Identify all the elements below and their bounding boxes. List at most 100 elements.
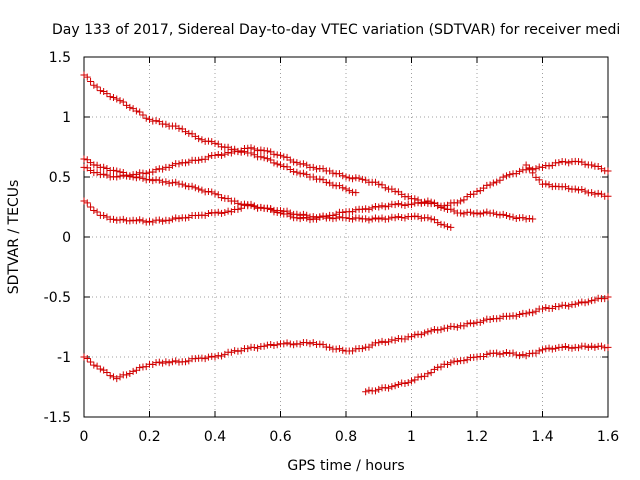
data-point <box>358 345 366 353</box>
data-point-trail <box>430 325 438 333</box>
data-point <box>309 163 317 171</box>
data-point-trail <box>231 347 239 355</box>
data-point <box>211 139 219 147</box>
data-point <box>358 175 366 183</box>
data-point-trail <box>561 301 569 309</box>
data-point <box>277 151 284 159</box>
data-point-trail <box>437 204 445 212</box>
data-point-trail <box>103 171 111 179</box>
data-point <box>293 168 301 176</box>
data-point-trail <box>476 210 484 218</box>
data-point-trail <box>561 342 569 350</box>
data-point-trail <box>584 298 592 306</box>
data-point-trail <box>388 383 396 391</box>
data-point-trail <box>421 198 429 206</box>
data-point <box>80 353 88 361</box>
data-point-trail <box>254 147 262 155</box>
data-point-trail <box>299 160 307 168</box>
data-point <box>293 159 301 167</box>
data-point <box>146 115 153 123</box>
data-point-trail <box>411 331 419 339</box>
data-point-trail <box>159 217 167 225</box>
data-point-trail <box>316 213 324 221</box>
data-point-trail <box>208 352 216 360</box>
data-point-trail <box>381 384 389 392</box>
data-point-trail <box>165 359 173 367</box>
data-point-trail <box>404 379 412 387</box>
data-point <box>129 216 137 224</box>
data-point <box>604 192 612 200</box>
data-point-trail <box>90 361 98 369</box>
data-point-trail <box>286 212 294 220</box>
data-point-trail <box>565 302 573 310</box>
data-point-trail <box>172 178 180 186</box>
data-point-trail <box>250 344 258 352</box>
data-point-trail <box>394 200 402 208</box>
data-point-trail <box>496 176 504 184</box>
data-point-trail <box>257 153 265 161</box>
data-point <box>195 135 203 143</box>
data-point <box>293 214 301 222</box>
data-point-trail <box>204 210 212 218</box>
data-point-trail <box>493 178 501 186</box>
data-point-trail <box>388 213 396 221</box>
data-point-trail <box>90 207 98 215</box>
data-point-trail <box>493 210 501 218</box>
data-point-trail <box>188 182 196 190</box>
data-point-trail <box>93 83 101 91</box>
data-point <box>211 209 219 217</box>
y-tick-label: 0.5 <box>49 170 71 186</box>
series-track-7 <box>522 161 612 200</box>
data-point <box>342 185 350 193</box>
data-point-trail <box>565 185 573 193</box>
data-point-trail <box>149 218 157 226</box>
data-point-trail <box>100 212 108 220</box>
data-point-trail <box>185 129 193 137</box>
data-point <box>588 342 596 350</box>
data-point-trail <box>575 186 583 194</box>
data-point-trail <box>365 216 373 224</box>
data-point-trail <box>159 359 167 367</box>
data-point <box>571 185 579 193</box>
data-point-trail <box>119 98 127 106</box>
data-point-trail <box>434 219 442 227</box>
data-point-trail <box>263 205 271 213</box>
data-point <box>277 209 284 217</box>
data-point <box>506 213 514 221</box>
data-point-trail <box>581 160 589 168</box>
data-point <box>604 293 612 301</box>
data-point-trail <box>450 357 458 365</box>
data-point-trail <box>529 169 537 177</box>
data-point-trail <box>119 215 127 223</box>
data-point-trail <box>512 312 520 320</box>
data-point-trail <box>168 215 176 223</box>
data-point-trail <box>339 172 347 180</box>
data-point-trail <box>591 190 599 198</box>
data-point-trail <box>290 341 298 349</box>
data-point <box>473 209 481 217</box>
data-point-trail <box>175 160 183 168</box>
data-point-trail <box>106 372 114 380</box>
data-point <box>539 305 546 313</box>
data-point-trail <box>329 181 337 189</box>
data-point-trail <box>142 218 150 226</box>
data-point-trail <box>296 215 304 223</box>
data-point-trail <box>139 169 147 177</box>
data-point-trail <box>247 144 255 152</box>
data-point <box>375 339 383 347</box>
data-point-trail <box>234 205 242 213</box>
data-point <box>342 214 350 222</box>
data-point-trail <box>168 358 176 366</box>
data-point-trail <box>139 111 147 119</box>
data-point-trail <box>303 214 311 222</box>
data-point <box>342 173 350 181</box>
data-point-trail <box>87 358 95 366</box>
data-point-trail <box>270 150 278 158</box>
data-point-trail <box>368 204 376 212</box>
data-point-trail <box>270 208 278 216</box>
data-point-trail <box>378 181 386 189</box>
data-point-trail <box>516 310 524 318</box>
data-point <box>375 385 383 393</box>
data-point-trail <box>198 136 206 144</box>
data-point-trail <box>339 346 347 354</box>
